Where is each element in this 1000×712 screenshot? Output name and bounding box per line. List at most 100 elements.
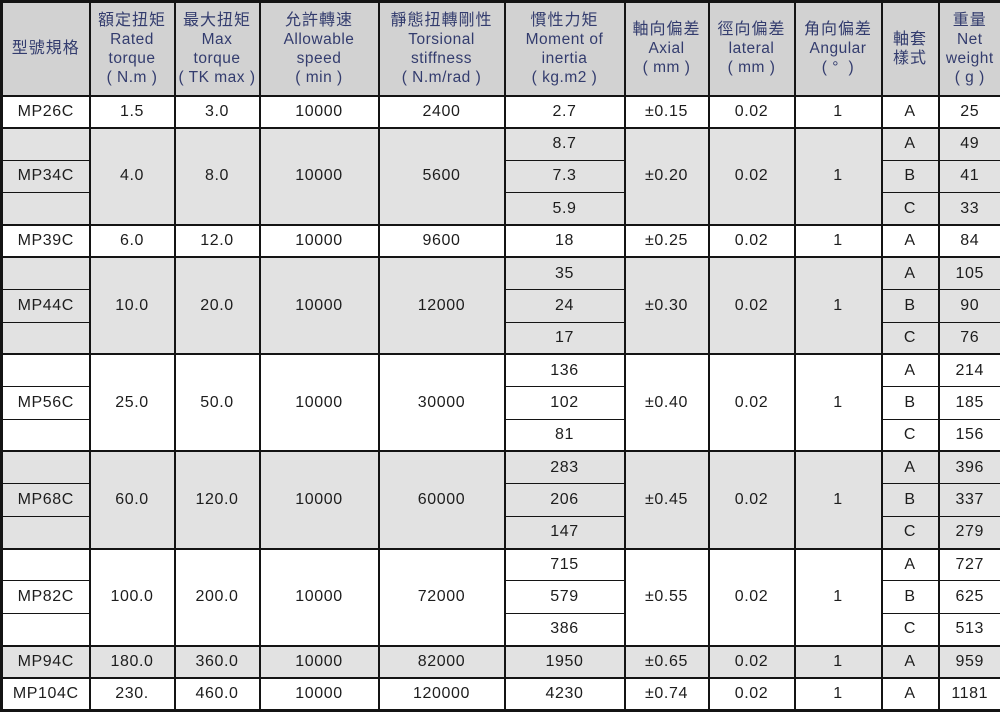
model-cell (0, 612, 91, 647)
allowable-speed-cell: 10000 (258, 450, 380, 550)
col-header-line: 軸向偏差 (632, 21, 701, 39)
col-header-line: speed (296, 49, 342, 67)
net-weight-cell: 84 (937, 223, 1000, 258)
net-weight-cell: 90 (937, 289, 1000, 323)
net-weight-cell: 49 (937, 126, 1000, 161)
moment-of-inertia-cell: 136 (503, 353, 626, 388)
angular-deviation-cell: 1 (793, 644, 883, 679)
col-header-line: inertia (541, 49, 588, 67)
sleeve-style-cell: A (880, 256, 940, 291)
max-torque-cell: 12.0 (173, 223, 261, 258)
axial-deviation-cell: ±0.55 (623, 547, 710, 647)
col-header-line: ( mm ) (727, 59, 776, 77)
angular-deviation-cell: 1 (793, 547, 883, 647)
col-header-rated-torque: 額定扭矩 Rated torque( N.m ) (88, 0, 176, 97)
col-header-line: 靜態扭轉剛性 (390, 11, 493, 29)
col-header-line: torque (108, 49, 156, 67)
angular-deviation-cell: 1 (793, 223, 883, 258)
col-header-line: 額定扭矩 (97, 11, 166, 29)
moment-of-inertia-cell: 8.7 (503, 126, 626, 161)
sleeve-style-cell: B (880, 386, 940, 420)
col-header-line: Max (201, 30, 233, 48)
model-cell (0, 515, 91, 550)
col-header-line: Net (956, 30, 983, 48)
allowable-speed-cell: 10000 (258, 353, 380, 452)
table-header: 型號規格 額定扭矩 Rated torque( N.m ) 最大扭矩 Max torque(… (0, 0, 1000, 97)
sleeve-style-cell: A (880, 223, 940, 258)
moment-of-inertia-cell: 102 (503, 386, 626, 420)
rated-torque-cell: 230. (88, 676, 176, 712)
rated-torque-cell: 10.0 (88, 256, 176, 355)
spec-row-MP82C-C: 386 C 513 (0, 612, 1000, 647)
axial-deviation-cell: ±0.30 (623, 256, 710, 355)
model-cell: MP82C (0, 580, 91, 614)
angular-deviation-cell: 1 (793, 256, 883, 355)
col-header-line: 最大扭矩 (182, 11, 251, 29)
model-cell (0, 353, 91, 388)
spec-row-MP68C-B: MP68C 206 B 337 (0, 483, 1000, 517)
net-weight-cell: 156 (937, 418, 1000, 452)
col-header-line: ( mm ) (642, 59, 691, 77)
net-weight-cell: 41 (937, 159, 1000, 194)
spec-row-MP94C: MP94C 180.0 360.0 10000 82000 1950 ±0.65 0.02 1 A… (0, 644, 1000, 679)
sleeve-style-cell: A (880, 450, 940, 485)
model-cell (0, 192, 91, 226)
col-header-line: stiffness (410, 49, 473, 67)
net-weight-cell: 214 (937, 353, 1000, 388)
angular-deviation-cell: 1 (793, 353, 883, 452)
sleeve-style-cell: B (880, 159, 940, 194)
allowable-speed-cell: 10000 (258, 223, 380, 258)
spec-row-MP56C-A: 25.0 50.0 10000 30000 136 ±0.40 0.02 1 A 214 (0, 353, 1000, 452)
col-header-line: Moment of (525, 30, 604, 48)
net-weight-cell: 727 (937, 547, 1000, 582)
net-weight-cell: 513 (937, 612, 1000, 647)
col-header-axial-deviation: 軸向偏差 Axial( mm ) (623, 0, 710, 97)
col-header-line: 慣性力矩 (530, 11, 599, 29)
torsional-stiffness-cell: 72000 (377, 547, 506, 647)
max-torque-cell: 200.0 (173, 547, 261, 647)
max-torque-cell: 50.0 (173, 353, 261, 452)
col-header-line: ( g ) (954, 68, 985, 86)
axial-deviation-cell: ±0.25 (623, 223, 710, 258)
col-header-line: Allowable (283, 30, 355, 48)
col-header-line: lateral (728, 40, 775, 58)
max-torque-cell: 460.0 (173, 676, 261, 712)
col-header-moment-of-inertia: 慣性力矩 Moment of inertia( kg.m2 ) (503, 0, 626, 97)
net-weight-cell: 959 (937, 644, 1000, 679)
angular-deviation-cell: 1 (793, 676, 883, 712)
spec-row-MP34C-A: 4.0 8.0 10000 5600 8.7 ±0.20 0.02 1 A 49 (0, 126, 1000, 226)
col-header-line: 角向偏差 (803, 21, 872, 39)
torsional-stiffness-cell: 5600 (377, 126, 506, 226)
torsional-stiffness-cell: 9600 (377, 223, 506, 258)
moment-of-inertia-cell: 1950 (503, 644, 626, 679)
sleeve-style-cell: C (880, 321, 940, 355)
header-row: 型號規格 額定扭矩 Rated torque( N.m ) 最大扭矩 Max torque(… (0, 0, 1000, 97)
axial-deviation-cell: ±0.20 (623, 126, 710, 226)
model-cell (0, 418, 91, 452)
col-header-line: ( N.m ) (106, 68, 158, 86)
rated-torque-cell: 25.0 (88, 353, 176, 452)
col-header-line: Angular (809, 40, 867, 58)
sleeve-style-cell: C (880, 418, 940, 452)
angular-deviation-cell: 1 (793, 94, 883, 129)
sleeve-style-cell: A (880, 353, 940, 388)
net-weight-cell: 25 (937, 94, 1000, 129)
col-header-line: torque (193, 49, 241, 67)
net-weight-cell: 76 (937, 321, 1000, 355)
net-weight-cell: 33 (937, 192, 1000, 226)
moment-of-inertia-cell: 206 (503, 483, 626, 517)
allowable-speed-cell: 10000 (258, 94, 380, 129)
col-header-line: ( min ) (295, 68, 343, 86)
net-weight-cell: 185 (937, 386, 1000, 420)
torsional-stiffness-cell: 82000 (377, 644, 506, 679)
model-cell (0, 547, 91, 582)
col-header-torsional-stiffness: 靜態扭轉剛性 Torsional stiffness( N.m/rad ) (377, 0, 506, 97)
net-weight-cell: 337 (937, 483, 1000, 517)
col-header-line: ( TK max ) (178, 68, 256, 86)
model-cell (0, 126, 91, 161)
spec-row-MP104C: MP104C 230. 460.0 10000 120000 4230 ±0.74 0.02 1… (0, 676, 1000, 712)
lateral-deviation-cell: 0.02 (707, 676, 796, 712)
sleeve-style-cell: B (880, 483, 940, 517)
col-header-line: 型號規格 (11, 40, 80, 58)
col-header-allowable-speed: 允許轉速 Allowable speed( min ) (258, 0, 380, 97)
